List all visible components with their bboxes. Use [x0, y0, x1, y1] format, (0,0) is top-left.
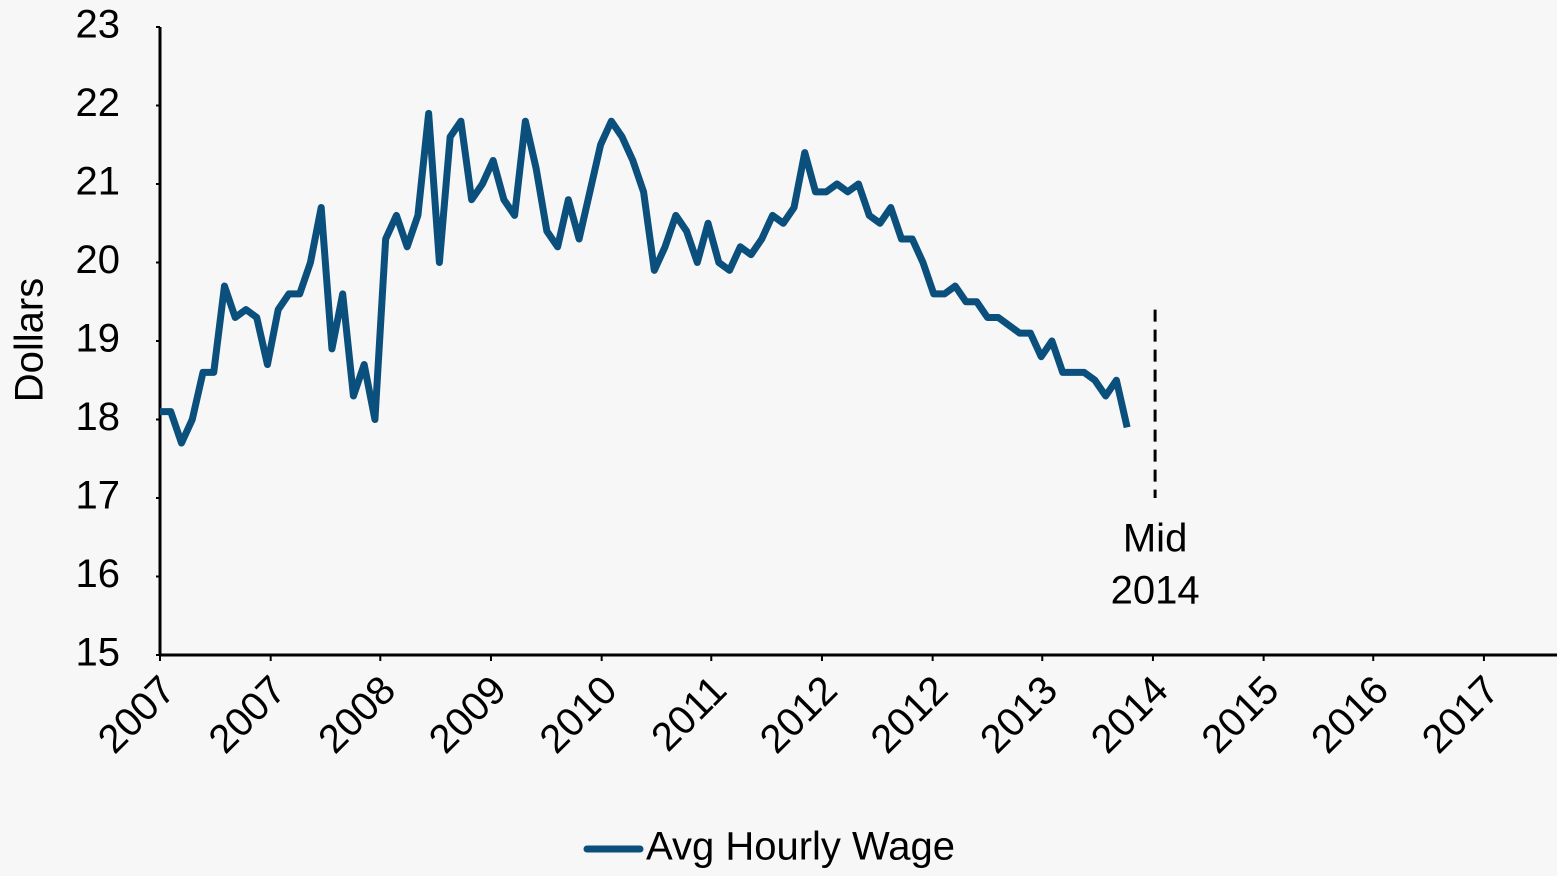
data-line: [160, 109, 1131, 447]
x-tick-label: 2007: [200, 668, 294, 762]
x-tick-label: 2017: [1414, 668, 1508, 762]
x-tick-label: 2011: [643, 668, 735, 760]
x-tick-label: 2012: [862, 668, 956, 762]
y-tick-label: 23: [76, 3, 121, 47]
y-tick-label: 22: [76, 81, 121, 125]
y-tick-label: 19: [76, 317, 121, 361]
y-tick-label: 18: [76, 395, 121, 439]
x-tick-label: 2009: [421, 668, 515, 762]
y-axis-title: Dollars: [8, 278, 52, 402]
x-tick-label: 2015: [1193, 668, 1287, 762]
x-tick-label: 2010: [531, 668, 625, 762]
x-tick-label: 2016: [1303, 668, 1397, 762]
y-tick-label: 17: [76, 474, 121, 518]
annotation-text: Mid: [1123, 517, 1187, 561]
y-tick-label: 21: [76, 160, 121, 204]
legend-label: Avg Hourly Wage: [646, 825, 955, 869]
y-tick-label: 20: [76, 238, 121, 282]
annotation-text: 2014: [1111, 569, 1200, 613]
x-tick-label: 2008: [310, 668, 404, 762]
x-tick-label: 2007: [90, 668, 184, 762]
x-tick-label: 2013: [972, 668, 1066, 762]
x-tick-label: 2014: [1083, 668, 1177, 762]
x-tick-label: 2012: [752, 668, 846, 762]
y-tick-label: 15: [76, 631, 121, 675]
y-tick-label: 16: [76, 552, 121, 596]
